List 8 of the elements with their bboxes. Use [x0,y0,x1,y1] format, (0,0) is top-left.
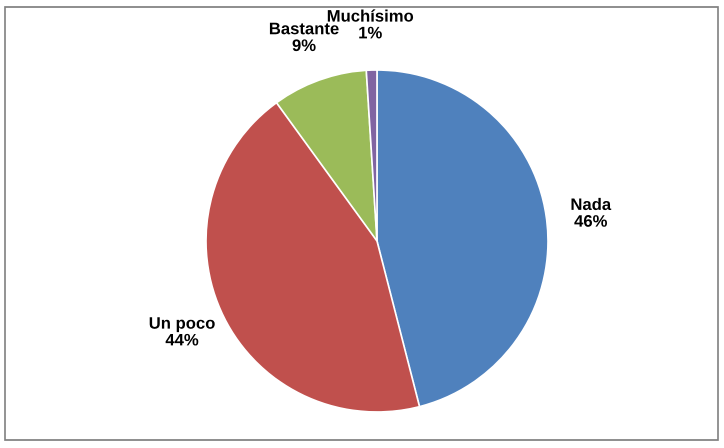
data-label: 46% [574,215,607,227]
slice-label: Bastante [270,22,339,34]
slice-label: Nada [572,198,612,210]
data-label: 44% [166,334,198,346]
data-label: 9% [292,39,316,52]
data-label: 1% [359,26,382,38]
slice-label: Muchísimo [328,9,414,22]
slice-label: Un poco [150,317,215,332]
